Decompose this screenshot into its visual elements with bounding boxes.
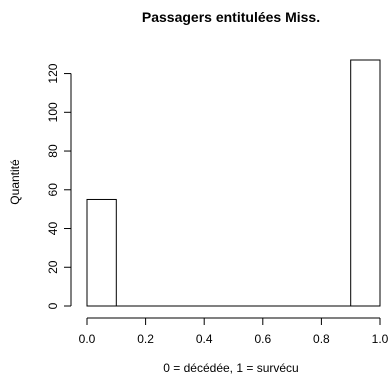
bars-group xyxy=(86,59,381,307)
y-axis-label: Quantité xyxy=(8,159,22,205)
y-tick-label-1: 20 xyxy=(46,260,60,274)
y-tick-label-0: 0 xyxy=(46,302,60,309)
y-tick-label-4: 80 xyxy=(46,144,60,158)
y-axis: 0 20 40 60 80 100 120 xyxy=(46,63,72,309)
x-tick-label-1: 0.2 xyxy=(137,332,154,346)
y-tick-label-3: 60 xyxy=(46,183,60,197)
x-tick-label-2: 0.4 xyxy=(196,332,213,346)
chart-title: Passagers entitulées Miss. xyxy=(142,9,320,25)
x-tick-label-4: 0.8 xyxy=(313,332,330,346)
x-tick-label-5: 1.0 xyxy=(372,332,389,346)
y-tick-label-6: 120 xyxy=(46,63,60,83)
x-axis: 0.0 0.2 0.4 0.6 0.8 1.0 xyxy=(79,317,389,346)
y-tick-label-5: 100 xyxy=(46,102,60,122)
bar-9 xyxy=(350,59,381,307)
x-tick-label-3: 0.6 xyxy=(254,332,271,346)
x-axis-label: 0 = décédée, 1 = survécu xyxy=(163,361,298,375)
y-tick-label-2: 40 xyxy=(46,222,60,236)
x-tick-label-0: 0.0 xyxy=(79,332,96,346)
bar-0 xyxy=(86,198,117,307)
